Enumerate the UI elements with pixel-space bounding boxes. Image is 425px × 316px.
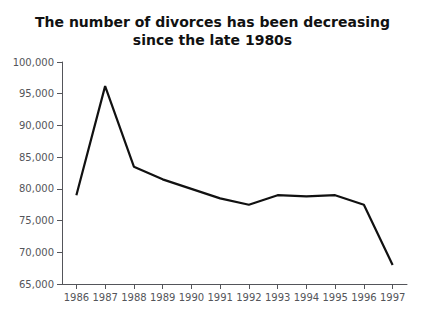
svg-text:65,000: 65,000 [19, 279, 54, 290]
svg-text:1987: 1987 [92, 292, 117, 303]
svg-text:1996: 1996 [351, 292, 376, 303]
svg-text:1997: 1997 [380, 292, 405, 303]
svg-text:1986: 1986 [64, 292, 89, 303]
svg-text:75,000: 75,000 [19, 215, 54, 226]
svg-text:1994: 1994 [294, 292, 319, 303]
svg-text:1993: 1993 [265, 292, 290, 303]
svg-text:1992: 1992 [236, 292, 261, 303]
svg-text:100,000: 100,000 [13, 57, 54, 68]
svg-text:1989: 1989 [150, 292, 175, 303]
svg-text:1991: 1991 [207, 292, 232, 303]
svg-text:1995: 1995 [322, 292, 347, 303]
svg-text:85,000: 85,000 [19, 152, 54, 163]
svg-text:1990: 1990 [179, 292, 204, 303]
svg-text:1988: 1988 [121, 292, 146, 303]
svg-text:since the late 1980s: since the late 1980s [133, 32, 292, 48]
svg-text:The number of divorces has bee: The number of divorces has been decreasi… [35, 14, 390, 30]
svg-text:90,000: 90,000 [19, 120, 54, 131]
svg-text:95,000: 95,000 [19, 88, 54, 99]
svg-text:80,000: 80,000 [19, 183, 54, 194]
svg-text:70,000: 70,000 [19, 247, 54, 258]
